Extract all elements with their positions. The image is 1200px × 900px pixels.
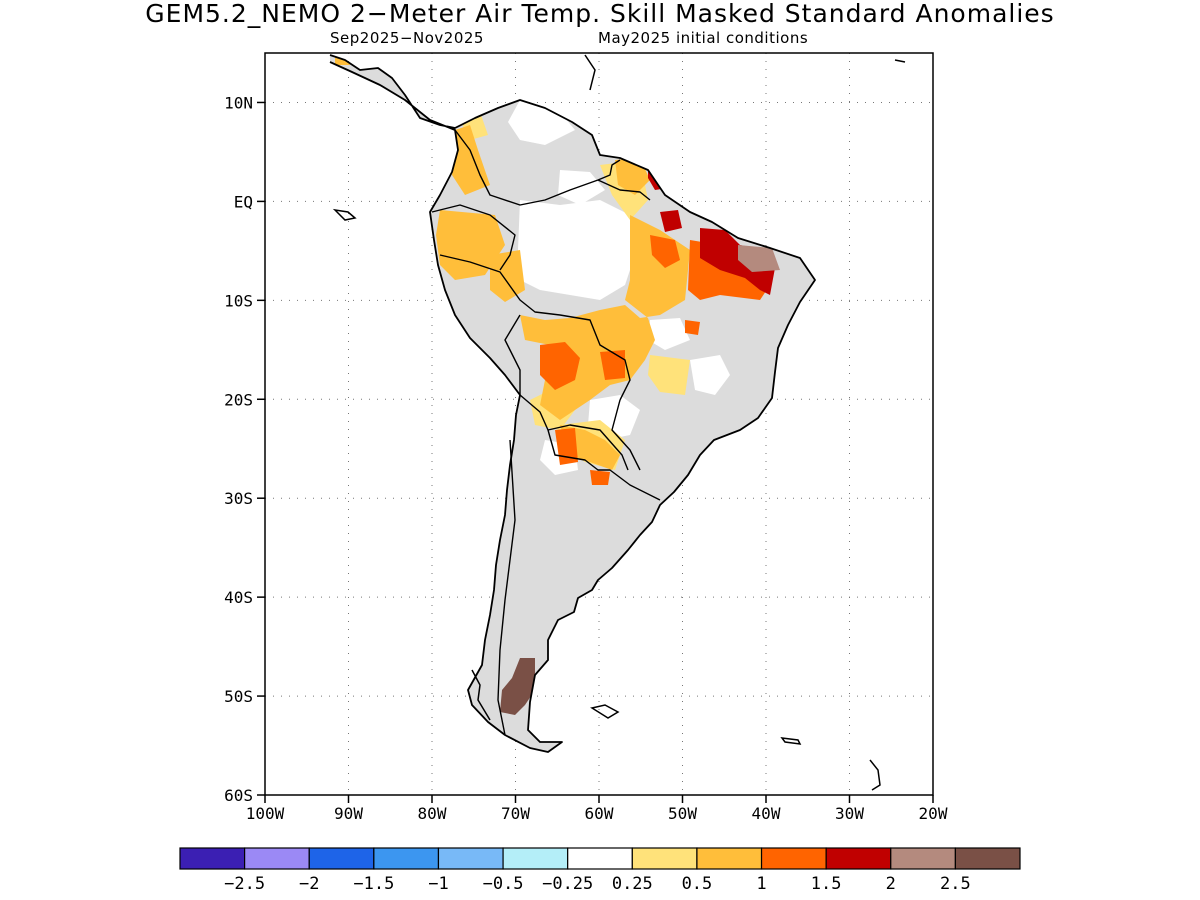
lat-tick-label: 60S	[224, 786, 253, 805]
colorbar-label: 1	[756, 874, 766, 894]
colorbar-label: −2.5	[224, 874, 265, 894]
colorbar-label: 2	[886, 874, 896, 894]
latitude-axis: 10N EQ 10S 20S 30S 40S 50S 60S	[224, 93, 265, 805]
colorbar: −2.5 −2 −1.5 −1 −0.5 −0.25 0.25 0.5 1 1.5 2 2.5	[179, 847, 1021, 894]
colorbar-swatch	[890, 847, 956, 870]
lat-tick-label: 10S	[224, 291, 253, 310]
lon-tick-label: 40W	[752, 804, 781, 823]
colorbar-swatch	[502, 847, 569, 870]
colorbar-label: −1.5	[353, 874, 394, 894]
lon-tick-label: 100W	[246, 804, 285, 823]
colorbar-label: 2.5	[940, 874, 971, 894]
lon-tick-label: 60W	[585, 804, 614, 823]
lon-tick-label: 50W	[668, 804, 697, 823]
colorbar-swatch	[308, 847, 375, 870]
anomaly-near-normal	[508, 100, 730, 475]
lon-tick-label: 90W	[334, 804, 363, 823]
anomaly-0.25-0.5	[460, 112, 690, 470]
lat-tick-label: EQ	[234, 192, 253, 211]
lon-tick-label: 70W	[501, 804, 530, 823]
colorbar-label: 1.5	[811, 874, 842, 894]
colorbar-label: −1	[428, 874, 448, 894]
anomaly-1-1.5	[540, 235, 770, 485]
lat-tick-label: 50S	[224, 687, 253, 706]
initial-conditions: May2025 initial conditions	[598, 29, 809, 47]
islands	[332, 54, 906, 791]
anomaly-2-2.5	[738, 245, 780, 272]
lon-tick-label: 30W	[835, 804, 864, 823]
country-borders	[431, 129, 661, 736]
colorbar-swatch	[179, 847, 246, 870]
colorbar-swatch	[825, 847, 892, 870]
colorbar-label: 0.25	[612, 874, 653, 894]
lat-tick-label: 10N	[224, 93, 253, 112]
map-title: GEM5.2_NEMO 2−Meter Air Temp. Skill Mask…	[145, 0, 1055, 28]
coastline	[329, 54, 816, 753]
colorbar-label: 0.5	[682, 874, 713, 894]
colorbar-label: −0.25	[542, 874, 593, 894]
colorbar-label: −2	[299, 874, 319, 894]
lat-tick-label: 30S	[224, 489, 253, 508]
colorbar-swatch	[373, 847, 440, 870]
colorbar-swatch	[696, 847, 763, 870]
longitude-axis: 100W 90W 80W 70W 60W 50W 40W 30W 20W	[246, 795, 948, 823]
anomaly-0.5-1	[335, 55, 690, 470]
colorbar-swatch	[567, 847, 633, 870]
lat-tick-label: 40S	[224, 588, 253, 607]
colorbar-swatch	[631, 847, 698, 870]
colorbar-swatch	[437, 847, 504, 870]
colorbar-swatch	[760, 847, 827, 870]
forecast-period: Sep2025−Nov2025	[330, 29, 484, 47]
colorbar-label: −0.5	[483, 874, 524, 894]
anomaly-shading	[335, 55, 780, 715]
lon-tick-label: 20W	[919, 804, 948, 823]
lat-tick-label: 20S	[224, 390, 253, 409]
colorbar-swatch	[954, 847, 1021, 870]
anomaly-above-2.5	[500, 658, 535, 715]
colorbar-swatch	[244, 847, 310, 870]
lon-tick-label: 80W	[418, 804, 447, 823]
